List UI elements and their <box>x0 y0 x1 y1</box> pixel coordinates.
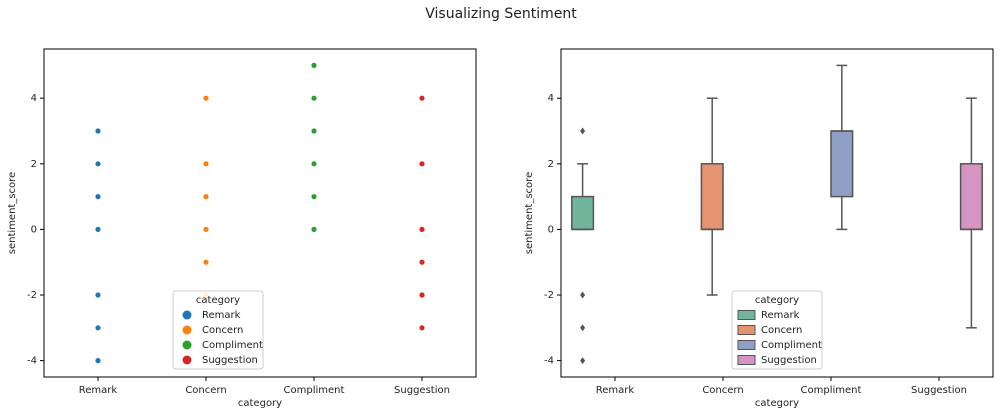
box <box>700 163 724 231</box>
box <box>959 163 983 231</box>
x-tick-label: Suggestion <box>911 385 967 396</box>
legend-swatch <box>737 325 756 335</box>
legend-marker <box>182 310 192 320</box>
flier <box>580 291 586 299</box>
point <box>95 161 101 167</box>
y-tick-label: -4 <box>27 356 37 367</box>
legend-label: Concern <box>761 325 802 336</box>
point <box>419 259 425 265</box>
axes-frame <box>560 48 994 378</box>
point <box>419 226 425 232</box>
point <box>95 292 101 298</box>
point <box>203 194 209 200</box>
x-tick-label: Compliment <box>284 385 345 396</box>
y-axis-label: sentiment_score <box>7 172 18 254</box>
flier <box>580 357 586 365</box>
point <box>311 95 317 101</box>
x-axis-label: category <box>238 398 282 409</box>
box <box>830 130 854 198</box>
legend-title: category <box>196 295 240 306</box>
legend-label: Concern <box>202 325 243 336</box>
point <box>95 358 101 364</box>
legend-label: Remark <box>761 310 800 321</box>
y-axis-label: sentiment_score <box>524 172 535 254</box>
x-tick-label: Concern <box>185 385 226 396</box>
point <box>419 325 425 331</box>
legend-frame <box>172 290 264 370</box>
y-tick-label: 0 <box>548 224 554 235</box>
x-axis-label: category <box>755 398 799 409</box>
y-tick-label: 2 <box>548 159 554 170</box>
y-tick-label: 0 <box>31 224 37 235</box>
y-tick-label: 4 <box>31 93 37 104</box>
point <box>419 292 425 298</box>
point <box>203 259 209 265</box>
legend-marker <box>182 325 192 335</box>
point <box>95 226 101 232</box>
x-tick-label: Concern <box>702 385 743 396</box>
legend-swatch <box>737 310 756 320</box>
point <box>311 62 317 68</box>
legend-label: Remark <box>202 310 241 321</box>
legend-swatch <box>737 355 756 365</box>
point <box>311 194 317 200</box>
axes-frame <box>43 48 477 378</box>
point <box>311 161 317 167</box>
figure-title: Visualizing Sentiment <box>425 6 577 22</box>
y-tick-label: 2 <box>31 159 37 170</box>
point <box>203 226 209 232</box>
legend-label: Compliment <box>761 340 822 351</box>
legend-marker <box>182 355 192 365</box>
x-tick-label: Compliment <box>801 385 862 396</box>
point <box>203 95 209 101</box>
legend-label: Suggestion <box>761 355 817 366</box>
legend-marker <box>182 340 192 350</box>
point <box>203 161 209 167</box>
point <box>311 128 317 134</box>
box <box>571 195 595 231</box>
legend-swatch <box>737 340 756 350</box>
y-tick-label: -2 <box>544 290 554 301</box>
point <box>95 128 101 134</box>
point <box>95 325 101 331</box>
y-tick-label: -4 <box>544 356 554 367</box>
legend-label: Compliment <box>202 340 263 351</box>
x-tick-label: Suggestion <box>394 385 450 396</box>
point <box>419 161 425 167</box>
point <box>311 226 317 232</box>
point <box>419 95 425 101</box>
flier <box>580 324 586 332</box>
x-tick-label: Remark <box>79 385 118 396</box>
legend-label: Suggestion <box>202 355 258 366</box>
legend-title: category <box>755 295 799 306</box>
flier <box>580 127 586 135</box>
x-tick-label: Remark <box>596 385 635 396</box>
y-tick-label: -2 <box>27 290 37 301</box>
point <box>95 194 101 200</box>
y-tick-label: 4 <box>548 93 554 104</box>
